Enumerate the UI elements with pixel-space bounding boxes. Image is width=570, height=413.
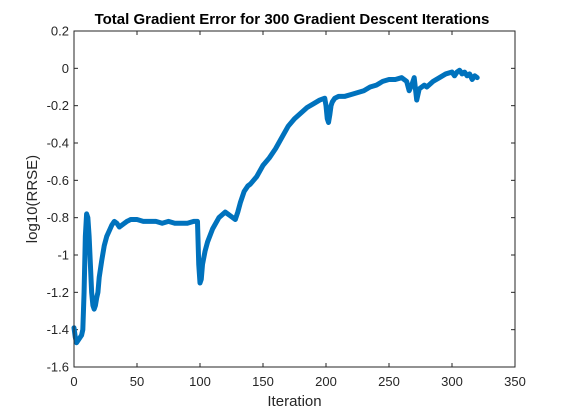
- x-tick-label: 0: [70, 374, 77, 389]
- plot-frame: [73, 30, 516, 368]
- y-tick-label: -0.2: [47, 98, 69, 113]
- y-tick-label: -0.8: [47, 210, 69, 225]
- y-tick-label: -0.6: [47, 173, 69, 188]
- y-tick-label: -1: [57, 248, 69, 263]
- x-tick-label: 50: [130, 374, 144, 389]
- x-tick-label: 250: [378, 374, 400, 389]
- y-axis-label: log10(RRSE): [24, 155, 41, 243]
- series-line: [71, 67, 480, 346]
- y-tick-label: -1.6: [47, 360, 69, 375]
- y-tick-label: 0.2: [51, 24, 69, 39]
- y-tick-label: -1.4: [47, 322, 69, 337]
- x-tick-label: 150: [252, 374, 274, 389]
- y-axis-ticks: 0.2 0 -0.2 -0.4 -0.6 -0.8 -1 -1.2 -1.4 -1.6: [47, 24, 515, 375]
- x-tick-label: 200: [315, 374, 337, 389]
- chart-title: Total Gradient Error for 300 Gradient De…: [95, 11, 490, 28]
- x-tick-label: 300: [441, 374, 463, 389]
- x-tick-label: 350: [504, 374, 526, 389]
- x-axis-label: Iteration: [267, 393, 321, 410]
- x-tick-label: 100: [189, 374, 211, 389]
- y-tick-label: -1.2: [47, 285, 69, 300]
- x-axis-ticks: 0 50 100 150 200 250 300 350: [70, 31, 526, 389]
- y-tick-label: -0.4: [47, 136, 69, 151]
- y-tick-label: 0: [62, 61, 69, 76]
